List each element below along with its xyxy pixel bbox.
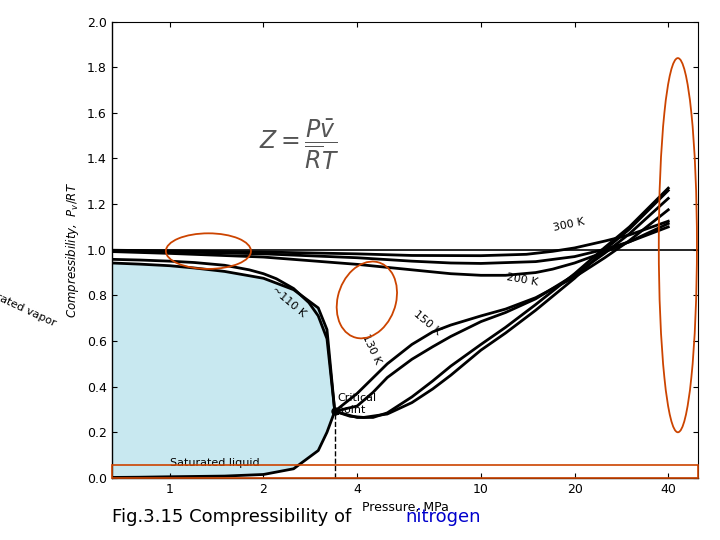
Text: 130 K: 130 K <box>361 333 383 366</box>
Text: Fig.3.15 Compressibility of: Fig.3.15 Compressibility of <box>112 509 356 526</box>
Y-axis label: Compressibility,  $P_v/RT$: Compressibility, $P_v/RT$ <box>64 182 81 318</box>
Text: Saturated liquid: Saturated liquid <box>170 458 259 468</box>
Text: ~110 K: ~110 K <box>270 285 308 319</box>
Text: $Z = \dfrac{P\bar{v}}{\overline{R}T}$: $Z = \dfrac{P\bar{v}}{\overline{R}T}$ <box>259 118 339 172</box>
X-axis label: Pressure, MPa: Pressure, MPa <box>361 501 449 514</box>
Text: 300 K: 300 K <box>553 217 586 233</box>
Bar <box>112 465 698 478</box>
Text: nitrogen: nitrogen <box>405 509 481 526</box>
Text: Saturated vapor: Saturated vapor <box>0 281 58 328</box>
Polygon shape <box>112 263 335 477</box>
Text: Critical
point: Critical point <box>337 393 377 415</box>
Text: 200 K: 200 K <box>505 272 539 287</box>
Text: 150 K: 150 K <box>412 309 443 337</box>
